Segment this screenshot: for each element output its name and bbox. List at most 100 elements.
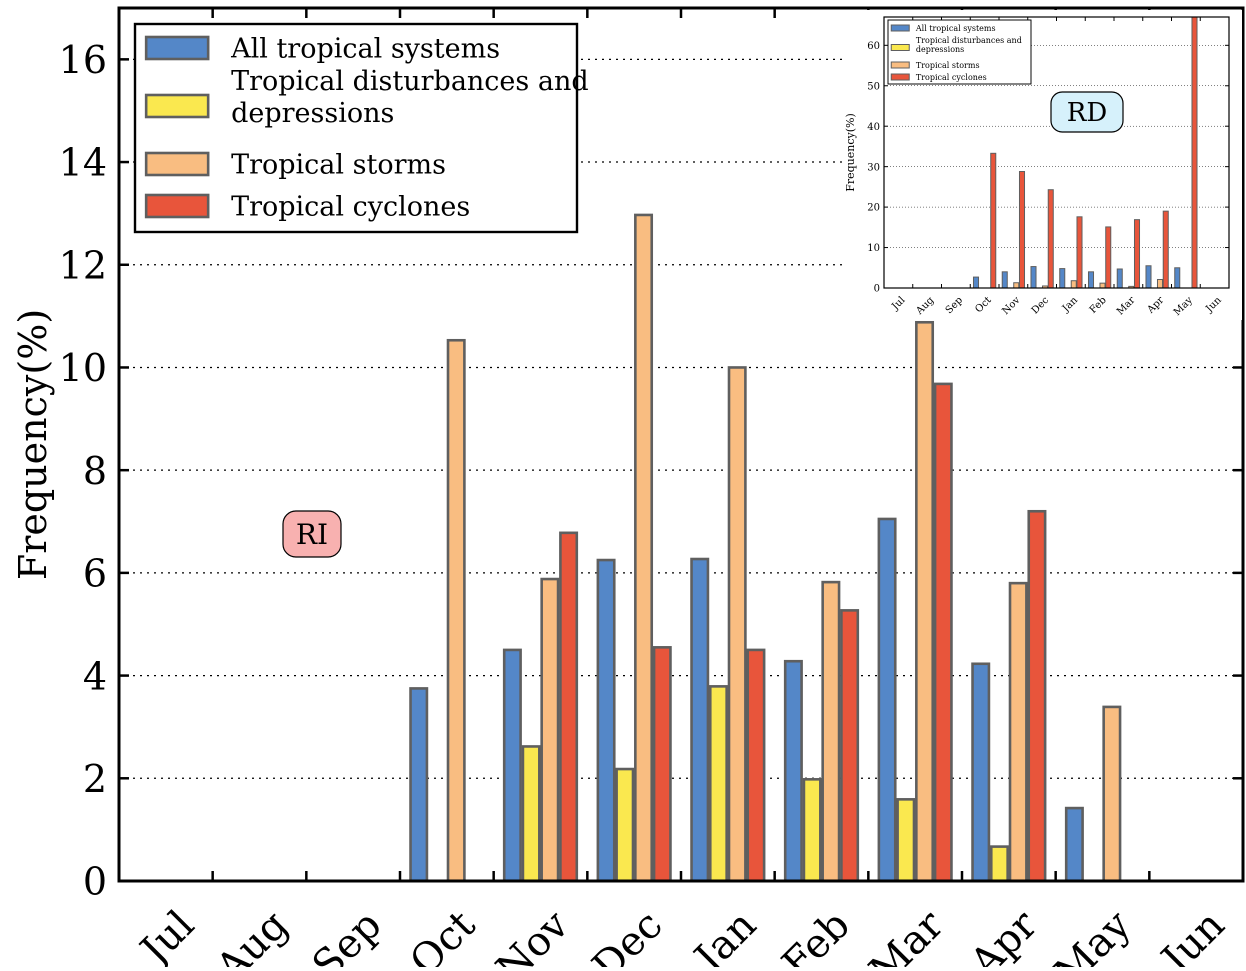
inset-legend-label-disturbances: Tropical disturbances and depressions	[916, 36, 1022, 54]
main-ytick-label: 2	[83, 757, 107, 801]
inset-bar-all-may	[1174, 267, 1181, 289]
inset-ytick-label: 60	[867, 41, 880, 52]
main-ytick-label: 14	[59, 141, 107, 185]
main-legend-swatch-storms	[144, 151, 210, 177]
inset-legend-swatch-storms	[890, 61, 910, 69]
main-bar-storms-mar	[915, 320, 935, 883]
inset-bar-storms-nov	[1013, 282, 1020, 289]
main-legend-label-line: Tropical disturbances and	[231, 66, 589, 97]
main-ytick-label: 12	[59, 243, 107, 287]
main-xtick-label: Feb	[773, 902, 858, 967]
main-ytick-label: 10	[59, 346, 107, 390]
inset-bar-cyclones-mar	[1133, 219, 1141, 289]
inset-bar-cyclones-nov	[1018, 171, 1026, 289]
main-xtick-label: Aug	[207, 902, 297, 967]
main-legend-swatch-cyclones	[144, 193, 210, 219]
main-plot: 0 2 4 6 8 10 12 14 16 Jul Aug Sep Oct Nov Dec Jan Feb Mar…	[11, 6, 1245, 971]
inset-bar-cyclones-dec	[1047, 189, 1054, 289]
inset-bar-storms-feb	[1099, 282, 1106, 289]
main-legend-label-line: depressions	[231, 98, 394, 129]
main-bar-disturbances-dec	[615, 767, 635, 883]
main-bar-cyclones-jan	[746, 648, 766, 883]
main-annotation-label: RI	[296, 518, 328, 551]
main-legend-label-disturbances: Tropical disturbances and depressions	[231, 66, 589, 129]
main-xtick-label: Jun	[1150, 902, 1233, 967]
main-bar-storms-oct	[446, 338, 466, 883]
main-ytick-label: 4	[83, 654, 107, 698]
main-ytick-label: 8	[83, 449, 107, 493]
inset-legend-label-line: depressions	[916, 45, 964, 54]
main-xtick-label: Sep	[304, 902, 391, 967]
inset-bar-cyclones-jan	[1076, 216, 1083, 289]
main-legend-label-cyclones: Tropical cyclones	[231, 191, 470, 222]
main-bar-storms-jan	[727, 366, 747, 883]
main-bar-storms-may	[1102, 705, 1122, 883]
inset-legend-label-line: Tropical disturbances and	[916, 36, 1022, 45]
inset-bar-storms-jan	[1070, 280, 1077, 289]
inset-legend: All tropical systems Tropical disturbance…	[887, 19, 1032, 85]
main-y-axis-label: Frequency(%)	[11, 309, 55, 580]
inset-legend-label-cyclones: Tropical cyclones	[916, 73, 987, 82]
main-bar-cyclones-dec	[652, 646, 672, 883]
main-xtick-label: May	[1046, 902, 1141, 967]
inset-bar-all-feb	[1087, 271, 1095, 289]
main-bar-all-dec	[596, 558, 616, 883]
main-bar-disturbances-nov	[521, 745, 541, 883]
inset-ytick-label: 40	[867, 122, 880, 133]
inset-bar-all-apr	[1145, 265, 1152, 289]
main-bar-disturbances-feb	[802, 778, 822, 883]
inset-bar-all-jan	[1059, 268, 1066, 289]
inset-bar-cyclones-may	[1191, 16, 1198, 289]
main-xtick-label: Dec	[584, 902, 672, 967]
main-xtick-label: Jan	[683, 902, 765, 967]
main-legend-swatch-disturbances	[144, 93, 210, 119]
main-bar-all-jan	[690, 557, 710, 883]
main-xtick-label: Mar	[861, 901, 953, 967]
inset-ytick-label: 30	[867, 162, 880, 173]
main-xtick-label: Apr	[961, 901, 1047, 967]
main-bar-all-nov	[502, 648, 522, 883]
inset-bar-cyclones-apr	[1162, 210, 1169, 289]
inset-ytick-label: 10	[867, 243, 880, 254]
main-bar-all-feb	[783, 659, 803, 883]
main-bar-disturbances-jan	[708, 685, 728, 883]
main-bar-disturbances-apr	[989, 845, 1009, 883]
main-legend-swatch-all	[144, 35, 210, 61]
main-bar-all-apr	[971, 662, 991, 883]
main-bar-cyclones-mar	[933, 382, 953, 883]
inset-bar-all-oct	[972, 276, 980, 289]
main-xtick-label: Jul	[129, 902, 203, 967]
inset-legend-swatch-all	[890, 24, 910, 32]
inset-bar-all-nov	[1001, 271, 1008, 289]
main-bar-storms-feb	[821, 580, 841, 883]
main-ytick-label: 0	[83, 860, 107, 904]
inset-ytick-label: 20	[867, 203, 880, 214]
inset-bar-cyclones-feb	[1105, 226, 1112, 289]
main-bar-storms-nov	[540, 577, 560, 883]
main-xtick-label: Nov	[488, 902, 579, 967]
inset-bar-all-dec	[1030, 266, 1037, 289]
main-legend-label-storms: Tropical storms	[231, 149, 446, 180]
main-bar-all-may	[1064, 806, 1084, 883]
inset-annotation-box	[1050, 91, 1124, 133]
inset-y-axis-label: Frequency(%)	[844, 113, 857, 192]
inset-legend-frame	[887, 19, 1032, 85]
inset-bar-cyclones-oct	[990, 152, 997, 289]
main-bar-all-oct	[409, 687, 429, 883]
inset-legend-swatch-disturbances	[890, 44, 910, 51]
main-bar-storms-apr	[1008, 581, 1028, 883]
main-bar-cyclones-feb	[840, 609, 860, 883]
main-bar-disturbances-mar	[896, 798, 916, 883]
inset-legend-label-storms: Tropical storms	[916, 61, 980, 70]
main-bar-storms-dec	[634, 213, 654, 883]
inset-legend-swatch-cyclones	[890, 73, 910, 81]
inset-bar-storms-apr	[1156, 279, 1164, 289]
main-legend-label-all: All tropical systems	[230, 33, 500, 64]
main-bar-all-mar	[877, 517, 897, 883]
inset-annotation-label: RD	[1067, 98, 1107, 128]
main-bar-cyclones-apr	[1027, 509, 1047, 883]
main-xtick-label: Oct	[401, 902, 484, 967]
